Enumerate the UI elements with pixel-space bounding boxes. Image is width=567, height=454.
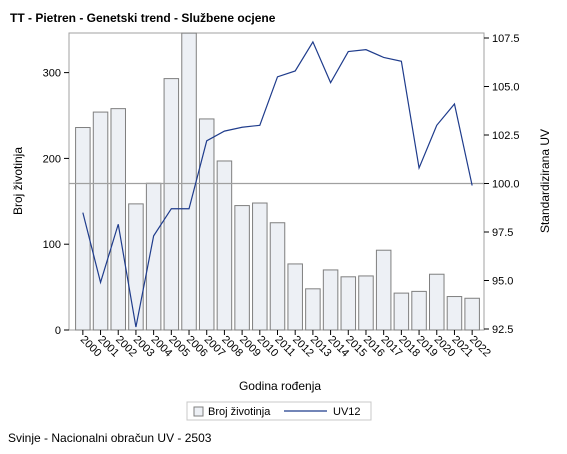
footnote: Svinje - Nacionalni obračun UV - 2503 bbox=[8, 431, 212, 445]
bar-2012 bbox=[287, 263, 303, 331]
bar-2014 bbox=[322, 269, 339, 331]
y-tick-label: 200 bbox=[43, 153, 61, 165]
legend-bar-swatch bbox=[193, 406, 204, 417]
bar-2007 bbox=[198, 118, 215, 331]
y2-tick-label: 97.5 bbox=[492, 227, 513, 239]
y-axis-left: 0 100 200 300 bbox=[43, 68, 69, 337]
y2-tick-label: 107.5 bbox=[492, 33, 520, 45]
bar-2021 bbox=[446, 296, 463, 331]
bar-2006 bbox=[181, 32, 197, 331]
bar-series bbox=[75, 32, 480, 331]
bar-2004 bbox=[145, 182, 162, 331]
bar-2000 bbox=[75, 127, 91, 331]
y-tick-label: 100 bbox=[43, 239, 61, 251]
y2-tick-label: 100.0 bbox=[492, 179, 520, 191]
bar-2019 bbox=[411, 290, 427, 331]
bar-2022 bbox=[464, 297, 480, 331]
bar-2002 bbox=[110, 108, 126, 331]
legend: Broj životinja UV12 bbox=[186, 401, 372, 421]
y2-tick-label: 102.5 bbox=[492, 130, 520, 142]
uv12-line bbox=[82, 40, 473, 328]
bar-2017 bbox=[375, 249, 392, 331]
bar-2008 bbox=[216, 160, 233, 331]
bar-2001 bbox=[92, 111, 109, 331]
bar-2010 bbox=[252, 202, 268, 331]
bar-2013 bbox=[305, 288, 321, 331]
bar-2018 bbox=[393, 292, 410, 331]
x-axis-label: Godina rođenja bbox=[239, 379, 321, 393]
bar-2011 bbox=[269, 222, 286, 331]
y-axis-right: 92.5 95.0 97.5 100.0 102.5 105.0 107.5 bbox=[484, 33, 520, 336]
bar-2020 bbox=[429, 273, 445, 331]
bar-2009 bbox=[234, 205, 250, 331]
bar-2003 bbox=[128, 203, 144, 331]
bar-2005 bbox=[163, 78, 180, 331]
y2-axis-label: Standardizirana UV bbox=[538, 129, 552, 233]
chart-title: TT - Pietren - Genetski trend - Službene… bbox=[10, 11, 276, 25]
legend-label-line: UV12 bbox=[333, 406, 361, 418]
x-axis: 2000200120022003200420052006200720082009… bbox=[78, 330, 493, 359]
y-axis-label: Broj životinja bbox=[11, 147, 25, 215]
bar-2016 bbox=[358, 275, 374, 331]
y-tick-label: 0 bbox=[55, 325, 61, 337]
legend-box bbox=[186, 401, 372, 421]
y2-tick-label: 105.0 bbox=[492, 82, 520, 94]
bar-2015 bbox=[340, 276, 357, 331]
legend-label-bars: Broj životinja bbox=[208, 406, 271, 418]
y-tick-label: 300 bbox=[43, 68, 61, 80]
y2-tick-label: 92.5 bbox=[492, 324, 513, 336]
y2-tick-label: 95.0 bbox=[492, 276, 513, 288]
